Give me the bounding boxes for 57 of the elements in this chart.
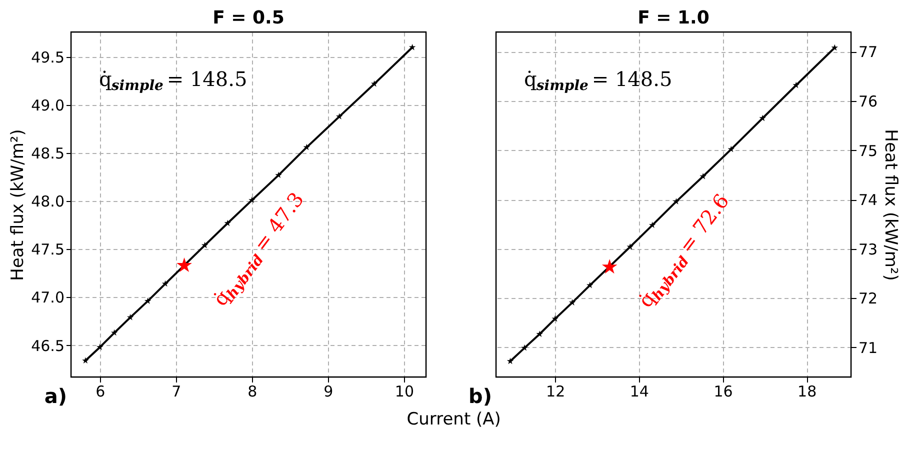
y-tick-label: 47.5	[31, 240, 64, 259]
point	[176, 257, 192, 272]
y-tick-label: 77	[858, 43, 878, 62]
point	[82, 357, 89, 364]
point	[792, 82, 800, 88]
x-tick-label: 14	[630, 382, 649, 400]
point	[144, 298, 152, 304]
point	[408, 44, 416, 50]
chart-title: F = 1.0	[638, 7, 710, 28]
point	[648, 222, 656, 228]
y-tick-label: 49.5	[31, 48, 64, 66]
point	[303, 144, 310, 150]
point	[521, 344, 528, 351]
point	[568, 299, 576, 306]
y-tick-label: 76	[858, 92, 878, 110]
x-tick-label: 12	[546, 382, 566, 400]
y-tick-label: 49.0	[31, 96, 64, 115]
x-tick-label: 7	[172, 382, 182, 400]
point	[759, 114, 766, 122]
y-tick-label: 72	[858, 290, 878, 308]
y-tick-label: 48.0	[31, 192, 64, 211]
x-tick-label: 10	[394, 382, 414, 400]
point	[275, 172, 282, 178]
y-tick-label: 46.5	[31, 336, 64, 355]
point	[672, 198, 680, 204]
point	[110, 329, 118, 336]
point	[536, 330, 543, 337]
x-axis-title: Current (A)	[406, 410, 501, 430]
point	[162, 280, 169, 287]
y-axis-title: Heat flux (kW/m²)	[8, 129, 28, 281]
y-tick-label: 48.5	[31, 144, 64, 163]
point	[506, 358, 514, 364]
y-tick-label: 47.0	[31, 288, 64, 307]
point	[96, 344, 104, 350]
text: b)	[468, 384, 492, 408]
y-tick-label: 74	[858, 191, 878, 210]
point	[248, 196, 256, 204]
chart-title: F = 0.5	[212, 7, 284, 28]
x-tick-label: 16	[714, 382, 733, 400]
x-tick-label: 9	[324, 382, 334, 400]
x-tick-label: 8	[248, 382, 258, 400]
point	[224, 220, 231, 226]
point	[602, 259, 618, 274]
y-tick-label: 75	[858, 142, 878, 160]
point	[728, 146, 734, 152]
point	[336, 113, 343, 120]
y-tick-label: 71	[858, 338, 878, 357]
point	[370, 80, 378, 87]
y-axis-title: Heat flux (kW/m²)	[880, 129, 901, 281]
text: a)	[44, 384, 67, 408]
point	[586, 282, 594, 288]
y-tick-label: 73	[858, 240, 878, 258]
point	[831, 44, 838, 51]
x-tick-label: 6	[96, 382, 106, 400]
point	[700, 172, 706, 180]
point	[126, 314, 134, 320]
x-tick-label: 18	[798, 382, 817, 400]
